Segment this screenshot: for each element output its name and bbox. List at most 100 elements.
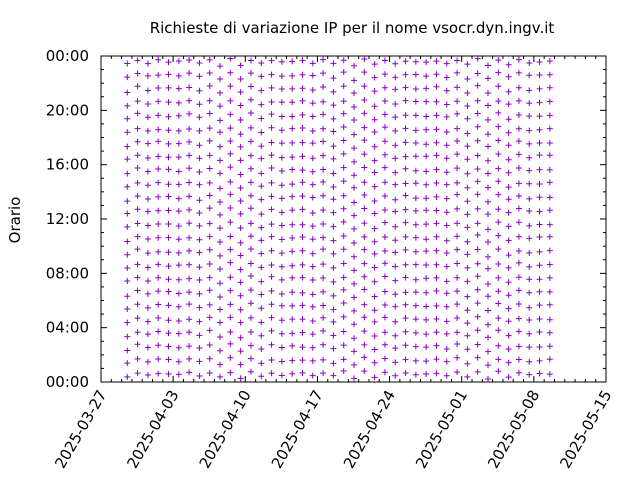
data-point	[536, 315, 543, 322]
data-point	[289, 113, 296, 120]
data-point	[247, 179, 254, 186]
data-point	[340, 164, 347, 171]
data-point	[217, 211, 224, 218]
data-point	[144, 250, 151, 257]
data-point	[381, 179, 388, 186]
data-point	[124, 373, 131, 380]
data-point	[237, 62, 244, 69]
data-point	[289, 139, 296, 146]
data-point	[278, 127, 285, 134]
data-point	[289, 330, 296, 337]
data-point	[278, 317, 285, 324]
data-point	[278, 302, 285, 309]
data-point	[474, 220, 481, 227]
data-point	[206, 355, 213, 362]
data-point	[351, 172, 358, 179]
data-point	[289, 248, 296, 255]
data-point	[175, 276, 182, 283]
data-point	[351, 239, 358, 246]
data-point	[454, 69, 461, 76]
data-point	[227, 138, 234, 145]
data-point	[361, 233, 368, 240]
data-point	[289, 234, 296, 241]
data-point	[175, 317, 182, 324]
data-point	[474, 205, 481, 212]
data-point	[278, 290, 285, 297]
data-point	[392, 359, 399, 366]
data-point	[144, 208, 151, 215]
data-point	[196, 101, 203, 108]
data-point	[155, 370, 162, 377]
data-point	[144, 304, 151, 311]
data-point	[144, 155, 151, 162]
data-point	[392, 142, 399, 149]
data-point	[330, 306, 337, 313]
data-point	[402, 289, 409, 296]
data-point	[186, 70, 193, 77]
data-point	[371, 374, 378, 381]
data-point	[309, 236, 316, 243]
data-point	[505, 88, 512, 95]
data-point	[268, 84, 275, 91]
data-point	[268, 233, 275, 240]
data-point	[536, 99, 543, 106]
data-point	[268, 206, 275, 213]
data-point	[237, 361, 244, 368]
data-point	[495, 137, 502, 144]
data-point	[134, 220, 141, 227]
data-point	[247, 246, 254, 253]
data-point	[381, 355, 388, 362]
data-point	[546, 98, 553, 105]
data-point	[443, 155, 450, 162]
data-point	[433, 356, 440, 363]
data-point	[299, 71, 306, 78]
data-point	[134, 138, 141, 145]
data-point	[392, 169, 399, 176]
data-point	[247, 233, 254, 240]
data-point	[402, 71, 409, 78]
data-point	[227, 274, 234, 281]
data-point	[351, 225, 358, 232]
data-point	[381, 138, 388, 145]
data-point	[320, 356, 327, 363]
y-tick-label: 20:00	[46, 101, 89, 119]
data-point	[536, 126, 543, 133]
data-point	[175, 72, 182, 79]
data-point	[361, 164, 368, 171]
data-point	[351, 335, 358, 342]
data-point	[186, 289, 193, 296]
data-point	[526, 100, 533, 107]
data-point	[186, 234, 193, 241]
data-point	[464, 264, 471, 271]
data-point	[526, 371, 533, 378]
data-point	[484, 75, 491, 82]
data-point	[309, 168, 316, 175]
data-point	[536, 152, 543, 159]
data-point	[330, 360, 337, 367]
data-point	[484, 157, 491, 164]
data-point	[371, 278, 378, 285]
data-point	[165, 330, 172, 337]
data-point	[546, 112, 553, 119]
data-point	[330, 292, 337, 299]
data-point	[340, 260, 347, 267]
data-point	[299, 179, 306, 186]
data-point	[464, 360, 471, 367]
data-point	[206, 70, 213, 77]
data-point	[165, 234, 172, 241]
data-point	[351, 117, 358, 124]
data-point	[340, 83, 347, 90]
data-point	[124, 102, 131, 109]
data-point	[546, 288, 553, 295]
data-point	[371, 116, 378, 123]
data-point	[340, 110, 347, 117]
data-point	[237, 334, 244, 341]
data-point	[165, 99, 172, 106]
data-point	[165, 356, 172, 363]
data-point	[227, 314, 234, 321]
data-point	[175, 195, 182, 202]
data-point	[340, 356, 347, 363]
data-point	[433, 370, 440, 377]
data-point	[351, 184, 358, 191]
data-point	[227, 111, 234, 118]
